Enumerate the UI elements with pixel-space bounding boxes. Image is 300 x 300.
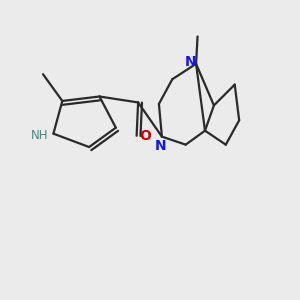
Text: N: N — [154, 139, 166, 153]
Text: N: N — [185, 55, 197, 69]
Text: NH: NH — [31, 129, 49, 142]
Text: O: O — [140, 129, 152, 143]
